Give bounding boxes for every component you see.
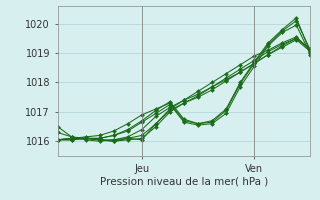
X-axis label: Pression niveau de la mer( hPa ): Pression niveau de la mer( hPa ) <box>100 176 268 186</box>
